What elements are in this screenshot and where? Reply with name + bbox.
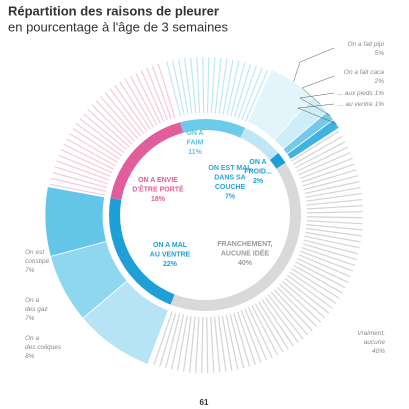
value-label: 1% [375, 90, 385, 97]
value-label: 8% [25, 353, 35, 360]
label-line: FROID... [244, 168, 272, 175]
label-line: On est [25, 249, 45, 256]
label-line: DANS SA [214, 174, 246, 181]
leader-line [299, 92, 335, 116]
inner-label: FRANCHEMENT, AUCUNE IDÉE 40% [217, 241, 272, 267]
value-label: 18% [151, 196, 166, 203]
value-label: 7% [25, 315, 35, 322]
value-label: 7% [225, 193, 236, 200]
label-line: On a fait caca [344, 69, 384, 76]
value-label: 2% [253, 178, 264, 185]
outer-label: On a fait pipi 5% [348, 41, 385, 57]
value-label: 11% [188, 149, 202, 156]
outer-segment [286, 119, 340, 161]
value-label: 40% [238, 260, 253, 267]
label-line: ON A [249, 159, 266, 166]
label-line: COUCHE [215, 184, 246, 191]
inner-segment [240, 127, 279, 161]
inner-segment [269, 153, 286, 169]
label-line: constipé [25, 258, 50, 265]
outer-label: ... au ventre 1% [338, 101, 384, 108]
label-line: ON A MAL [153, 242, 188, 249]
inner-label: ON A ENVIE D'ÊTRE PORTÉ 18% [132, 177, 184, 203]
label-line: des gaz [25, 306, 49, 313]
outer-label: Vraiment, aucune 40% [357, 330, 385, 355]
inner-segment [180, 119, 245, 138]
label-line: des coliques [25, 344, 62, 351]
label-line: FAIM [187, 139, 204, 146]
inner-segment [110, 122, 184, 200]
label-line: ... au ventre [338, 101, 373, 108]
label-line: ON A ENVIE [138, 177, 178, 184]
label-line: D'ÊTRE PORTÉ [132, 184, 184, 193]
label-line: On a [25, 297, 39, 304]
page-number: 61 [200, 398, 209, 407]
chart-subtitle: en pourcentage à l'âge de 3 semaines [8, 19, 229, 34]
outer-segment [44, 186, 107, 257]
value-label: 1% [375, 101, 385, 108]
leader-line [297, 103, 337, 124]
inner-label: ON A FAIM 11% [186, 130, 203, 156]
label-line: ... aux pieds [338, 90, 374, 97]
outer-segment [166, 57, 269, 122]
inner-label: ON EST MAL DANS SA COUCHE 7% [208, 165, 252, 201]
value-label: 7% [25, 267, 35, 274]
value-label: 22% [163, 261, 178, 268]
label-line: AUCUNE IDÉE [221, 248, 270, 257]
label-line: ON EST MAL [208, 165, 252, 172]
value-label: 40% [372, 348, 385, 355]
leader-line [293, 47, 335, 82]
chart-title: Répartition des raisons de pleurer [8, 3, 219, 18]
outer-label: On a des coliques 8% [25, 335, 62, 360]
outer-label: On a fait caca 2% [344, 69, 384, 85]
inner-segment [109, 197, 175, 305]
inner-label: ON A FROID... 2% [244, 159, 272, 185]
label-line: Vraiment, [357, 330, 385, 337]
inner-segment [170, 162, 301, 311]
value-label: 2% [374, 78, 385, 85]
outer-label: ... aux pieds 1% [338, 90, 385, 97]
leader-line [301, 75, 335, 105]
label-line: FRANCHEMENT, [217, 241, 272, 248]
label-line: aucune [364, 339, 386, 346]
outer-label: On a des gaz 7% [25, 297, 49, 322]
label-line: AU VENTRE [150, 251, 191, 258]
outer-label: On est constipé 7% [25, 249, 50, 274]
label-line: ON A [186, 130, 203, 137]
outer-segment [49, 63, 176, 196]
outer-segment [153, 130, 363, 373]
label-line: On a [25, 335, 39, 342]
value-label: 5% [375, 50, 385, 57]
inner-label: ON A MAL AU VENTRE 22% [150, 242, 191, 268]
label-line: On a fait pipi [348, 41, 385, 48]
